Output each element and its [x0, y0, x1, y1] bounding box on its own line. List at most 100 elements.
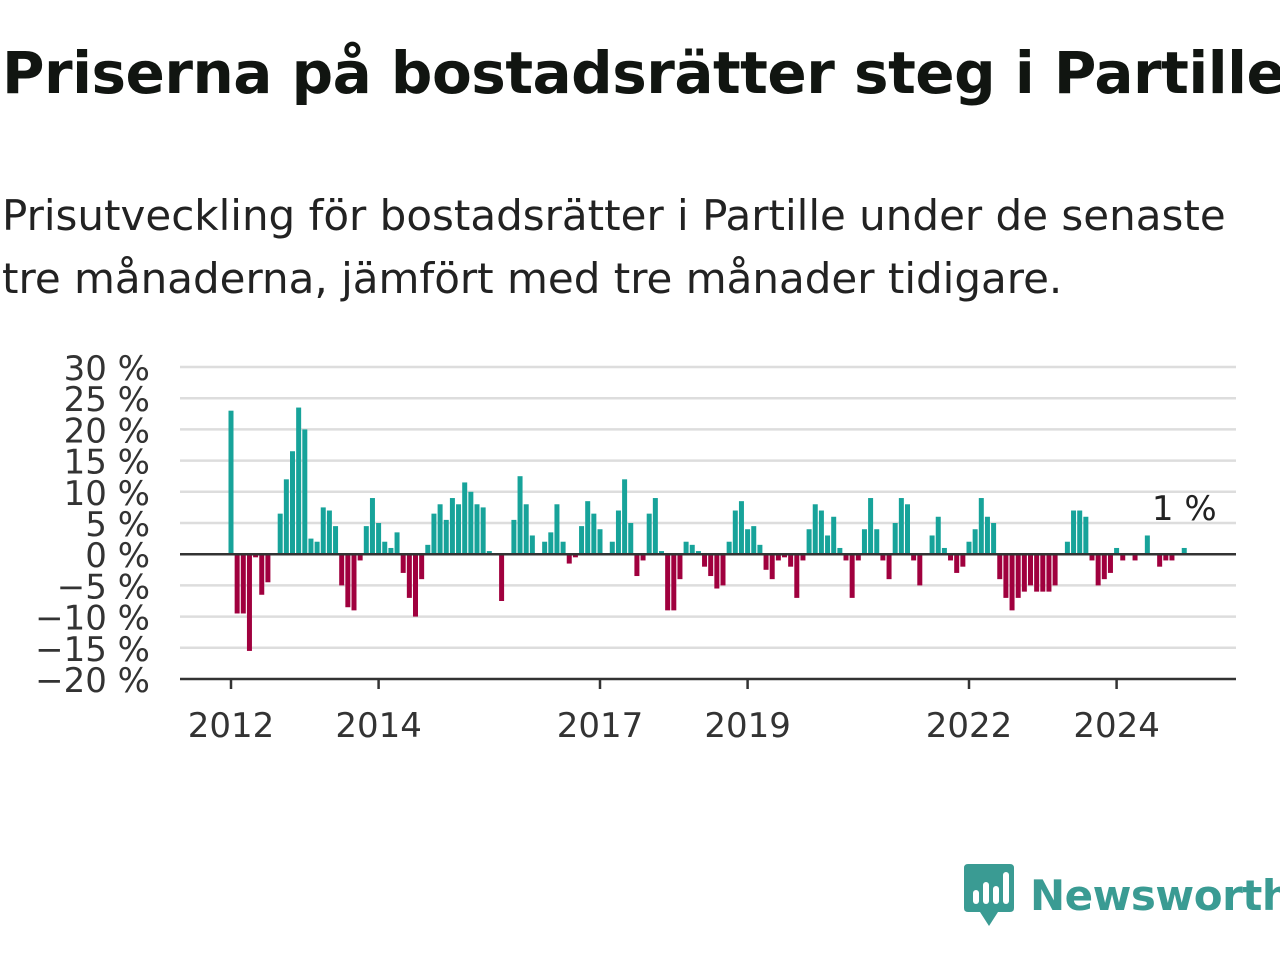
- bar: [1144, 535, 1150, 555]
- bar: [388, 547, 394, 555]
- y-tick-label: 0 %: [85, 536, 150, 576]
- bar: [689, 544, 695, 555]
- bar: [1181, 547, 1187, 555]
- bar: [726, 541, 732, 555]
- bar: [431, 513, 437, 555]
- bar: [1071, 510, 1077, 555]
- bar: [751, 526, 757, 555]
- bar: [308, 538, 314, 555]
- bar: [874, 529, 880, 555]
- bar: [585, 501, 591, 555]
- y-tick-label: −5 %: [57, 567, 150, 607]
- bar: [290, 451, 295, 555]
- bar: [997, 554, 1003, 580]
- bar: [1052, 554, 1058, 586]
- bar: [1009, 554, 1015, 611]
- bar: [357, 554, 363, 561]
- x-tick-label: 2022: [926, 706, 1013, 746]
- bar: [240, 554, 246, 614]
- axes: [180, 552, 1236, 689]
- bar: [935, 516, 941, 555]
- bar: [880, 554, 886, 561]
- bar: [769, 554, 775, 580]
- bar: [511, 519, 517, 555]
- bar: [406, 554, 412, 598]
- bar: [954, 554, 960, 573]
- price-change-bar-chart: 30 %25 %20 %15 %10 %5 %0 %−5 %−10 %−15 %…: [35, 349, 1236, 746]
- bar: [714, 554, 720, 589]
- bar: [800, 554, 806, 561]
- bar: [708, 554, 714, 577]
- bar: [745, 529, 751, 555]
- bar: [462, 482, 468, 555]
- bar: [775, 554, 781, 561]
- grid-lines: [180, 365, 1236, 650]
- bar: [425, 544, 431, 555]
- bar: [474, 504, 480, 555]
- bar: [640, 554, 646, 561]
- bar: [326, 510, 332, 555]
- bar: [652, 498, 658, 555]
- x-tick-label: 2012: [188, 706, 275, 746]
- bar: [228, 410, 234, 555]
- bar: [929, 535, 935, 555]
- bar: [363, 526, 369, 555]
- bar: [1089, 554, 1095, 561]
- bar: [480, 507, 486, 555]
- bar: [917, 554, 923, 586]
- bar: [443, 519, 449, 555]
- bar: [794, 554, 800, 598]
- bar: [702, 554, 708, 567]
- bar: [1101, 554, 1107, 580]
- bar: [1163, 554, 1169, 561]
- bar: [695, 551, 701, 555]
- bar: [1015, 554, 1021, 598]
- bar: [837, 547, 843, 555]
- bar: [296, 407, 302, 555]
- bar: [905, 504, 910, 555]
- x-tick-label: 2024: [1073, 706, 1160, 746]
- bar: [659, 551, 664, 555]
- bar: [1040, 554, 1046, 592]
- bar: [788, 554, 794, 567]
- bar: [677, 554, 683, 580]
- bar: [542, 541, 548, 555]
- bar: [868, 498, 874, 555]
- bar: [437, 504, 443, 555]
- bar: [591, 513, 597, 555]
- bar: [449, 498, 455, 555]
- bar: [812, 504, 818, 555]
- bar: [1034, 554, 1040, 592]
- bar: [345, 554, 351, 608]
- bar: [991, 523, 997, 555]
- bar: [1028, 554, 1033, 586]
- y-axis-tick-labels: 30 %25 %20 %15 %10 %5 %0 %−5 %−10 %−15 %…: [35, 349, 150, 701]
- bar: [646, 513, 652, 555]
- bar: [468, 491, 474, 555]
- bar: [898, 498, 904, 555]
- bar: [333, 526, 339, 555]
- bar: [978, 498, 984, 555]
- bar: [628, 523, 634, 555]
- bar: [806, 529, 812, 555]
- bar: [818, 510, 824, 555]
- bar: [1120, 554, 1126, 561]
- y-tick-label: 20 %: [64, 411, 150, 451]
- bar: [517, 476, 523, 555]
- bar: [966, 541, 972, 555]
- bar: [283, 479, 289, 555]
- bar: [665, 554, 671, 611]
- bar: [554, 504, 560, 555]
- bar: [1132, 554, 1138, 561]
- y-tick-label: 30 %: [64, 349, 150, 389]
- bar: [782, 554, 787, 558]
- chart-title: Priserna på bostadsrätter steg i Partill…: [2, 39, 1280, 107]
- brand-name: Newsworthy: [1030, 870, 1280, 920]
- bar: [1169, 554, 1175, 561]
- bar: [911, 554, 917, 561]
- bar: [1046, 554, 1052, 592]
- bar: [529, 535, 535, 555]
- y-tick-label: −15 %: [35, 630, 150, 670]
- bar: [960, 554, 966, 567]
- bar: [1114, 547, 1120, 555]
